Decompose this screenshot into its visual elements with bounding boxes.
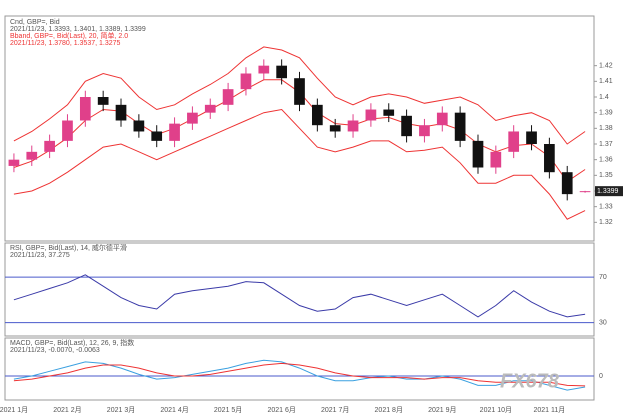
candle-body	[276, 65, 288, 79]
chart-title: Cnd, GBP=, Bid	[10, 19, 60, 26]
band-subtitle: 2021/11/23, 1.3780, 1.3537, 1.3275	[10, 40, 121, 47]
y-tick-label: 1.35	[599, 172, 613, 179]
candle-body	[454, 112, 466, 141]
series-line	[13, 46, 586, 145]
last-price-label: 1.3399	[597, 188, 619, 195]
y-tick-label: 1.33	[599, 204, 613, 211]
candle-body	[401, 115, 412, 137]
candle-body	[258, 65, 270, 74]
macd-title: MACD, GBP=, Bid(Last), 12, 26, 9, 指数	[10, 338, 134, 347]
x-tick-label: 2021 1月	[0, 406, 28, 414]
series-line	[13, 108, 586, 220]
candle-body	[436, 112, 448, 126]
candle-body	[383, 109, 395, 116]
x-tick-label: 2021 7月	[321, 406, 349, 414]
y-tick-label: 1.41	[599, 78, 613, 85]
y-tick-label: 1.4	[599, 94, 609, 101]
macd-panel	[4, 337, 595, 401]
candle-body	[544, 144, 555, 173]
candle-body	[151, 131, 163, 141]
candle-body	[311, 104, 323, 126]
chart-subtitle: 2021/11/23, 1.3393, 1.3401, 1.3389, 1.33…	[10, 26, 146, 33]
candle-body	[97, 97, 109, 105]
candle-body	[133, 120, 145, 132]
candle-body	[490, 151, 502, 168]
candle-body	[115, 104, 127, 121]
candle-body	[329, 125, 341, 132]
candle-body	[8, 159, 20, 166]
last-price-box	[595, 186, 623, 197]
x-tick-label: 2021 11月	[533, 406, 565, 414]
candle-body	[44, 140, 55, 152]
band-title: Bband, GBP=, Bid(Last), 20, 简单, 2.0	[10, 31, 128, 40]
watermark: FX678	[500, 370, 560, 392]
candle-body	[347, 120, 359, 132]
y-tick-label: 1.38	[599, 125, 613, 132]
candle-body	[294, 78, 305, 105]
x-tick-label: 2021 9月	[428, 406, 456, 414]
y-tick-label: 1.39	[599, 110, 613, 117]
series-line	[13, 274, 586, 318]
x-tick-label: 2021 5月	[214, 406, 242, 414]
x-tick-label: 2021 6月	[267, 406, 295, 414]
x-tick-label: 2021 2月	[53, 406, 81, 414]
candle-body	[508, 131, 520, 152]
candle-body	[365, 109, 377, 121]
y-tick-label: 30	[599, 319, 607, 326]
candle-body	[187, 112, 198, 124]
candle-body	[169, 123, 180, 141]
candle-body	[472, 140, 484, 168]
y-tick-label: 0	[599, 373, 603, 380]
rsi-title: RSI, GBP=, Bid(Last), 14, 威尔德平滑	[10, 243, 127, 252]
rsi-subtitle: 2021/11/23, 37.275	[10, 252, 70, 259]
x-tick-label: 2021 4月	[160, 406, 188, 414]
y-tick-label: 1.37	[599, 141, 613, 148]
x-tick-label: 2021 8月	[375, 406, 403, 414]
series-line	[13, 362, 586, 387]
y-tick-label: 1.36	[599, 157, 613, 164]
candle-body	[204, 104, 216, 113]
y-tick-label: 1.32	[599, 219, 613, 226]
candle-body	[526, 131, 537, 144]
y-tick-label: 70	[599, 274, 607, 281]
candle-body	[62, 120, 73, 141]
candle-body	[79, 97, 91, 121]
candle-body	[240, 73, 252, 90]
macd-subtitle: 2021/11/23, -0.0070, -0.0063	[10, 347, 100, 354]
candle-body	[579, 191, 591, 193]
candle-body	[419, 125, 430, 137]
rsi-panel	[4, 242, 595, 337]
y-tick-label: 1.42	[599, 63, 613, 70]
candle-body	[26, 151, 38, 160]
x-tick-label: 2021 3月	[107, 406, 135, 414]
candle-body	[222, 89, 234, 105]
candle-body	[561, 172, 573, 195]
x-tick-label: 2021 10月	[480, 406, 512, 414]
